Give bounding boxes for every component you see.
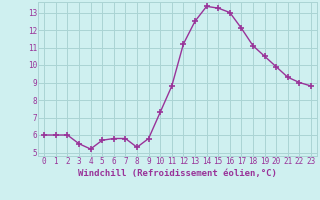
X-axis label: Windchill (Refroidissement éolien,°C): Windchill (Refroidissement éolien,°C) <box>78 169 277 178</box>
